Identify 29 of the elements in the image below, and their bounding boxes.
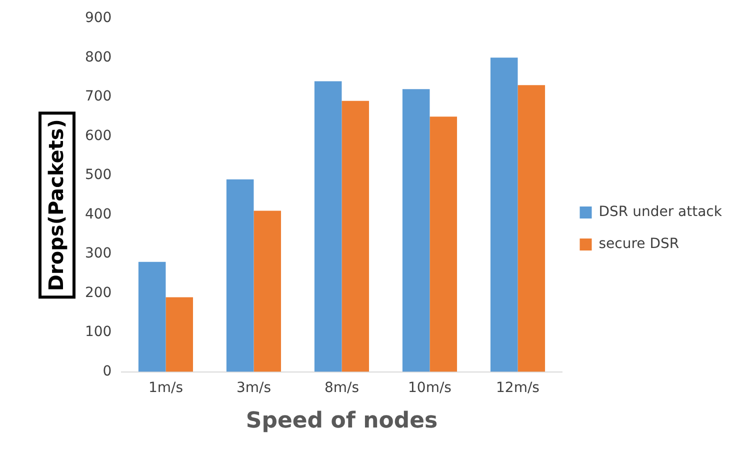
y-tick-label: 700 <box>84 88 112 105</box>
y-tick-label: 200 <box>84 284 112 301</box>
bar <box>490 58 518 372</box>
y-tick-label: 900 <box>84 10 112 26</box>
legend-label: secure DSR <box>598 236 680 252</box>
x-tick-label: 12m/s <box>496 380 540 396</box>
y-tick-label: 600 <box>84 128 112 144</box>
bar <box>402 89 430 372</box>
x-tick-label: 1m/s <box>148 380 184 396</box>
legend-label: DSR under attack <box>598 204 723 220</box>
bar <box>254 210 282 372</box>
bar <box>342 100 370 372</box>
bar <box>430 116 458 372</box>
x-axis-title: Speed of nodes <box>246 408 438 434</box>
y-tick-label: 500 <box>84 167 112 184</box>
y-tick-label: 300 <box>84 246 112 262</box>
x-tick-label: 3m/s <box>236 380 272 396</box>
bar <box>518 85 546 372</box>
y-tick-label: 0 <box>102 363 112 380</box>
bar <box>314 81 342 372</box>
y-axis-title: Drops(Packets) <box>44 119 68 292</box>
y-tick-label: 100 <box>84 324 112 340</box>
x-tick-label: 10m/s <box>408 380 452 396</box>
bar <box>138 262 166 372</box>
bar <box>226 179 254 372</box>
bar <box>166 297 194 372</box>
y-tick-label: 800 <box>84 49 112 66</box>
y-tick-label: 400 <box>84 206 112 222</box>
x-tick-label: 8m/s <box>324 380 360 396</box>
